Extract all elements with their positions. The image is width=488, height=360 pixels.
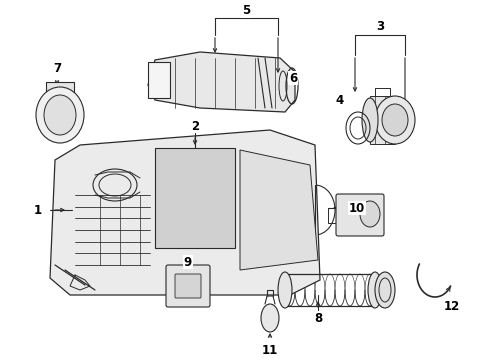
FancyBboxPatch shape [165, 265, 209, 307]
Text: 10: 10 [348, 202, 365, 215]
Text: 7: 7 [53, 62, 61, 75]
Polygon shape [148, 52, 294, 112]
Ellipse shape [36, 87, 84, 143]
Text: 1: 1 [34, 203, 42, 216]
Text: 6: 6 [288, 72, 297, 85]
Ellipse shape [278, 272, 291, 308]
Text: 4: 4 [335, 94, 344, 107]
FancyBboxPatch shape [335, 194, 383, 236]
Ellipse shape [374, 272, 394, 308]
FancyBboxPatch shape [155, 148, 235, 248]
Text: 9: 9 [183, 256, 192, 269]
FancyBboxPatch shape [148, 62, 170, 98]
Text: 11: 11 [262, 343, 278, 356]
Text: 5: 5 [242, 4, 250, 18]
Text: 8: 8 [313, 311, 322, 324]
Polygon shape [50, 130, 319, 295]
Text: 3: 3 [375, 19, 383, 32]
Polygon shape [240, 150, 317, 270]
Ellipse shape [367, 272, 381, 308]
Polygon shape [369, 96, 394, 144]
Ellipse shape [361, 98, 377, 142]
Text: 2: 2 [190, 120, 199, 132]
Ellipse shape [359, 201, 379, 227]
Text: 12: 12 [443, 301, 459, 314]
FancyBboxPatch shape [175, 274, 201, 298]
Ellipse shape [44, 95, 76, 135]
FancyBboxPatch shape [46, 82, 74, 100]
Ellipse shape [381, 104, 407, 136]
Ellipse shape [374, 96, 414, 144]
Ellipse shape [261, 304, 279, 332]
